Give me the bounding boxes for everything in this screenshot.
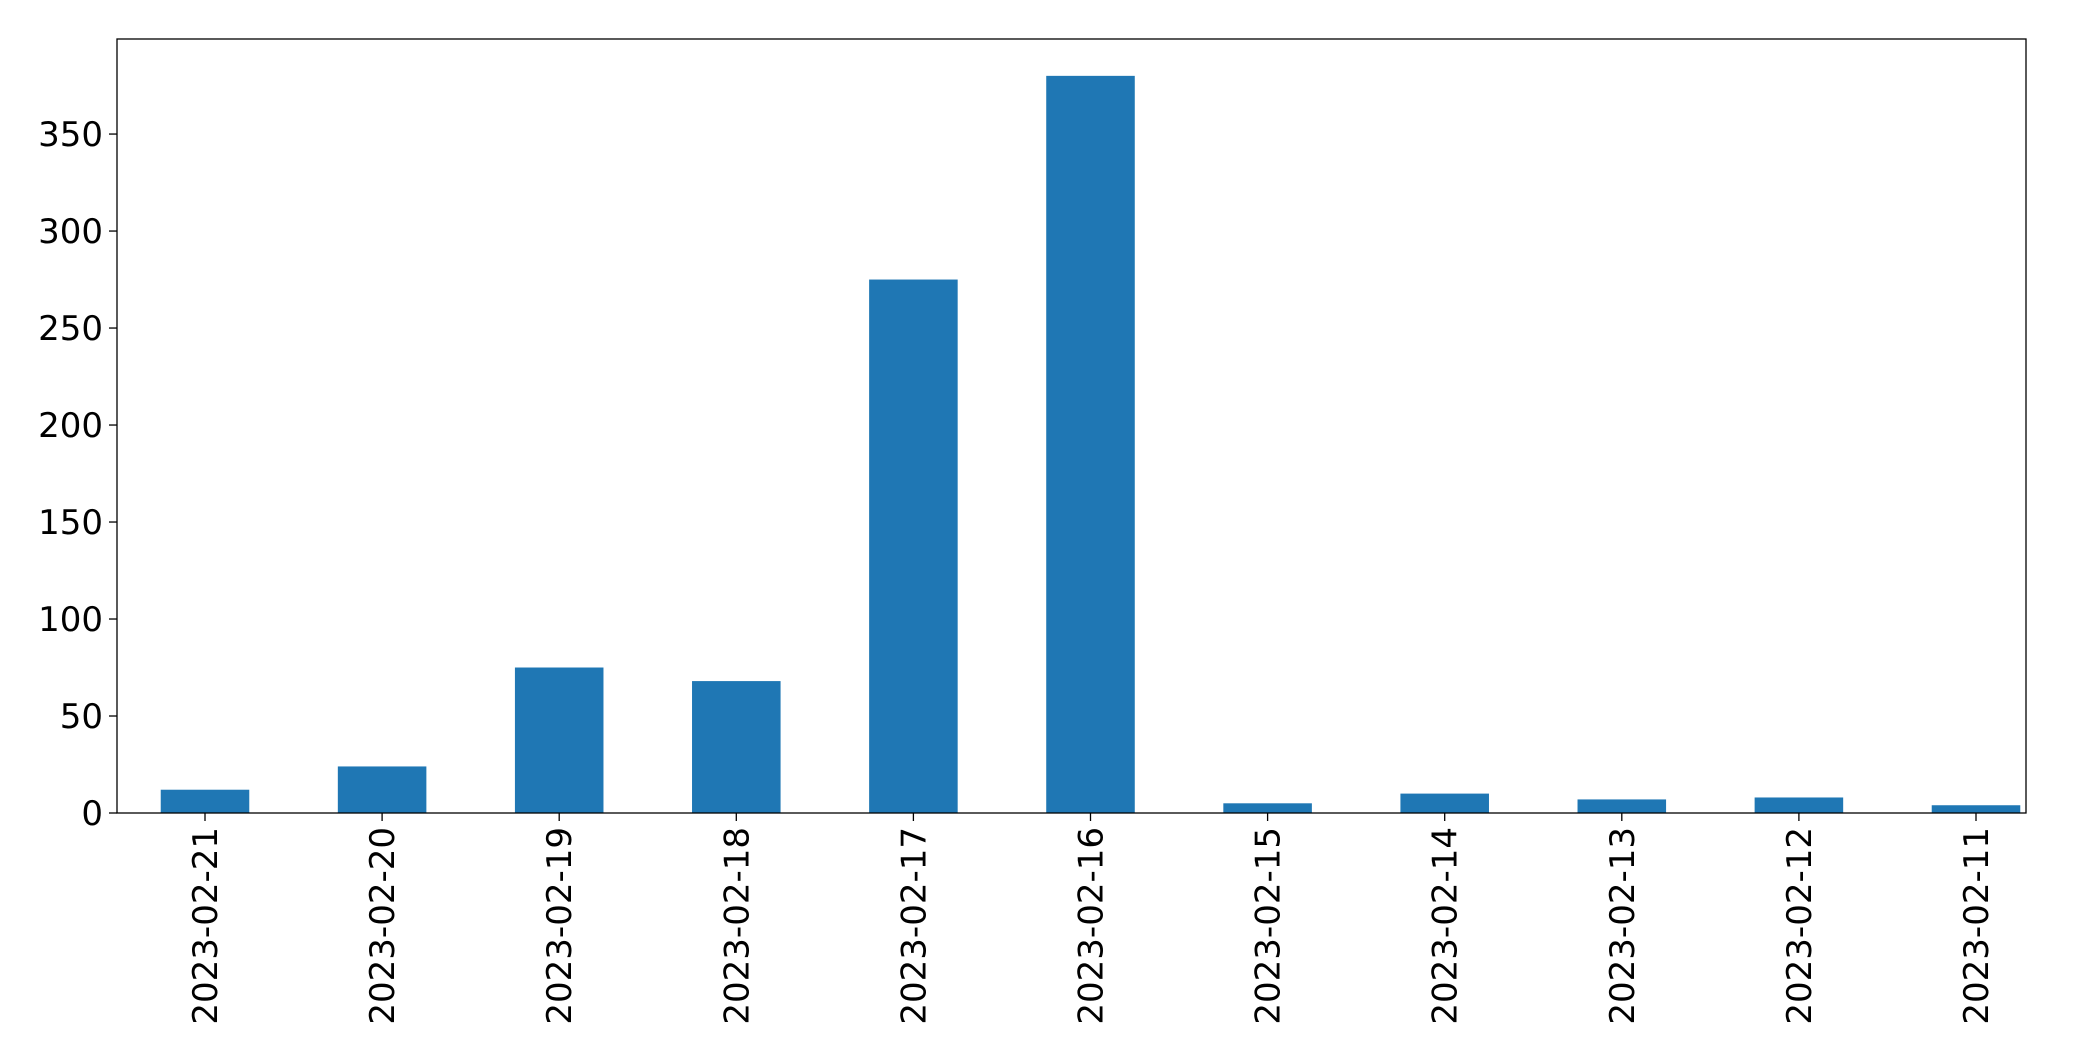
x-tick-label: 2023-02-19 [540,827,580,1025]
x-tick-label: 2023-02-11 [1957,827,1997,1025]
bar-2023-02-16 [1046,75,1135,814]
bar-2023-02-11 [1931,805,2021,813]
bars-group [160,75,2021,814]
y-tick-label: 250 [38,309,103,349]
y-axis-ticks: 0 50 100 150 200 250 300 350 [38,115,117,834]
x-tick-label: 2023-02-17 [894,827,934,1025]
axes-frame [116,38,2027,814]
x-axis-ticks: 2023-02-21 2023-02-20 2023-02-19 2023-02-18… [186,813,1997,1025]
bar-2023-02-14 [1400,793,1489,813]
x-tick-label: 2023-02-16 [1072,827,1112,1025]
bar-2023-02-15 [1223,803,1312,813]
y-tick-label: 50 [60,697,103,737]
bar-2023-02-18 [692,681,781,813]
y-tick-label: 100 [38,600,103,640]
y-tick-label: 200 [38,406,103,446]
bar-2023-02-20 [337,766,427,813]
x-tick-label: 2023-02-13 [1603,827,1643,1025]
y-tick-label: 150 [38,503,103,543]
bar-2023-02-19 [514,667,604,813]
y-tick-label: 0 [81,794,103,834]
bar-2023-02-17 [869,279,958,813]
x-tick-label: 2023-02-18 [717,827,757,1025]
x-tick-label: 2023-02-21 [186,827,226,1025]
bar-2023-02-13 [1577,799,1667,813]
x-tick-label: 2023-02-20 [363,827,403,1025]
x-tick-label: 2023-02-15 [1249,827,1289,1025]
bar-2023-02-21 [160,789,250,813]
y-tick-label: 300 [38,212,103,252]
x-tick-label: 2023-02-14 [1426,827,1466,1025]
bar-2023-02-12 [1754,797,1844,813]
y-tick-label: 350 [38,115,103,155]
x-tick-label: 2023-02-12 [1780,827,1820,1025]
